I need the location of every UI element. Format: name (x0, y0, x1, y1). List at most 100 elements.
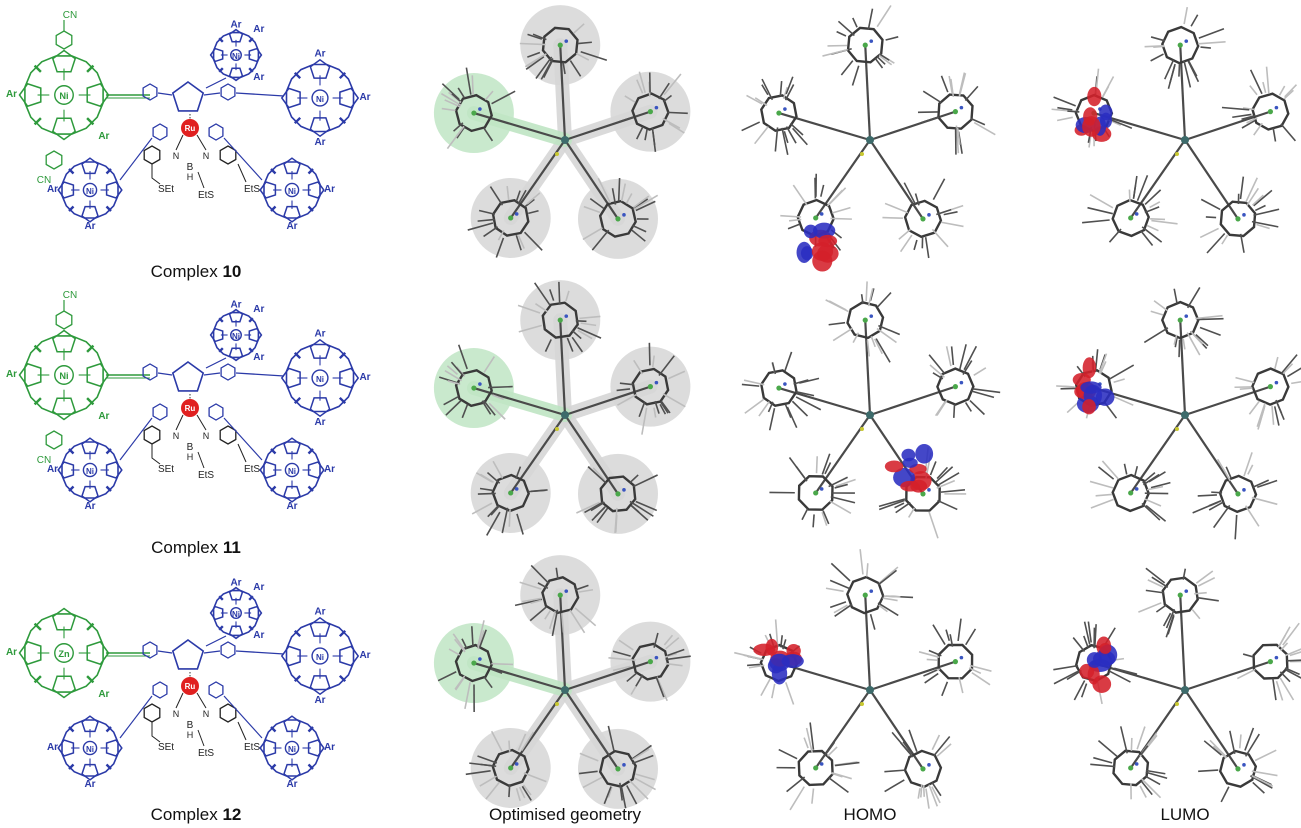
nitrogen-atom (783, 107, 787, 111)
substituent-stick (809, 722, 815, 750)
substituent-stick (448, 648, 461, 656)
substituent-stick (515, 788, 521, 802)
substituent-stick (620, 786, 627, 809)
substituent-stick (485, 781, 501, 800)
substituent-stick (1067, 110, 1080, 113)
metal-atom (471, 110, 477, 116)
substituent-stick (478, 209, 496, 216)
substituent-stick (525, 56, 545, 70)
ets-label: EtS (198, 190, 214, 201)
substituent-stick (523, 772, 547, 783)
ar-label: Ar (314, 417, 325, 428)
substituent-stick (786, 776, 806, 793)
substituent-stick (1220, 786, 1230, 803)
substituent-stick (908, 198, 916, 208)
substituent-stick (1128, 189, 1131, 203)
substituent-stick (471, 626, 474, 647)
substituent-stick (577, 327, 602, 339)
substituent-stick (471, 75, 474, 95)
substituent-stick (866, 340, 871, 357)
metal-circle (54, 643, 74, 663)
substituent-stick (830, 495, 856, 504)
substituent-stick (1279, 671, 1291, 683)
substituent-stick (1133, 466, 1139, 479)
substituent-stick (477, 218, 495, 222)
metal-atom (647, 109, 654, 115)
substituent-stick (1262, 81, 1267, 94)
substituent-stick (743, 654, 764, 661)
substituent-stick (558, 281, 561, 305)
substituent-stick (608, 656, 636, 662)
linker-stick (1184, 660, 1271, 692)
substituent-stick (1082, 219, 1110, 224)
acceptor-linker (235, 372, 285, 377)
metal-atom (1177, 592, 1183, 598)
meso-bond (248, 625, 254, 631)
meso-bond (86, 117, 95, 126)
substituent-stick (1191, 609, 1201, 620)
substituent-stick (489, 186, 504, 206)
orbital-lobe-red (1082, 357, 1097, 379)
substituent-stick (1089, 194, 1114, 209)
metal-atom (557, 317, 563, 323)
substituent-stick (521, 785, 532, 801)
substituent-stick (1056, 385, 1073, 388)
metal-atom (1267, 109, 1274, 115)
complex-label-text: Complex (150, 805, 223, 824)
metal-circle (82, 462, 98, 478)
phenyl-ring (142, 363, 158, 381)
substituent-stick (641, 407, 648, 435)
metal-label: Ni (316, 653, 324, 662)
substituent-stick (1242, 107, 1255, 111)
linker-stick (869, 385, 956, 417)
substituent-stick (1057, 106, 1073, 111)
substituent-stick (1097, 740, 1118, 757)
substituent-stick (635, 773, 655, 781)
metal-atom (862, 592, 868, 598)
substituent-stick (515, 466, 522, 480)
substituent-stick (565, 290, 570, 302)
nitrogen-atom (1134, 212, 1139, 216)
substituent-stick (781, 127, 789, 155)
substituent-stick (928, 784, 939, 807)
substituent-stick (786, 406, 798, 429)
substituent-stick (555, 567, 559, 580)
metal-atom (776, 385, 782, 391)
substituent-stick (877, 569, 898, 586)
substituent-stick (782, 639, 787, 650)
metal-label: Ni (288, 467, 296, 476)
substituent-stick (1089, 480, 1114, 489)
substituent-stick (530, 564, 550, 585)
substituent-stick (882, 216, 903, 220)
substituent-stick (1145, 567, 1166, 584)
substituent-stick (1144, 206, 1160, 214)
substituent-stick (465, 67, 472, 95)
porphyrin-stick (1111, 473, 1150, 513)
ar-label: Ar (98, 131, 109, 142)
ets-chain-2 (237, 721, 247, 741)
substituent-stick (932, 372, 944, 380)
substituent-stick (508, 509, 511, 527)
substituent-stick (932, 624, 946, 645)
substituent-stick (877, 292, 892, 308)
substituent-stick (1053, 670, 1079, 685)
substituent-stick (964, 85, 979, 102)
substituent-stick (928, 649, 942, 657)
substituent-stick (630, 505, 649, 521)
metal-atom (920, 216, 926, 222)
linker-stick (864, 320, 872, 416)
metal-label: Ni (288, 187, 296, 196)
substituent-stick (1234, 514, 1238, 540)
complex-label-10: Complex 10 (151, 262, 242, 282)
metal-atom (1177, 42, 1183, 48)
substituent-stick (878, 54, 893, 66)
substituent-stick (1136, 726, 1146, 750)
substituent-stick (958, 677, 964, 694)
meso-bond (218, 67, 224, 73)
metal-label: Ni (86, 745, 94, 754)
lumo-caption: LUMO (1160, 805, 1209, 825)
substituent-stick (931, 228, 949, 248)
ar-label: Ar (47, 742, 58, 753)
cn-phenyl-top (55, 310, 73, 330)
substituent-stick (515, 235, 522, 251)
